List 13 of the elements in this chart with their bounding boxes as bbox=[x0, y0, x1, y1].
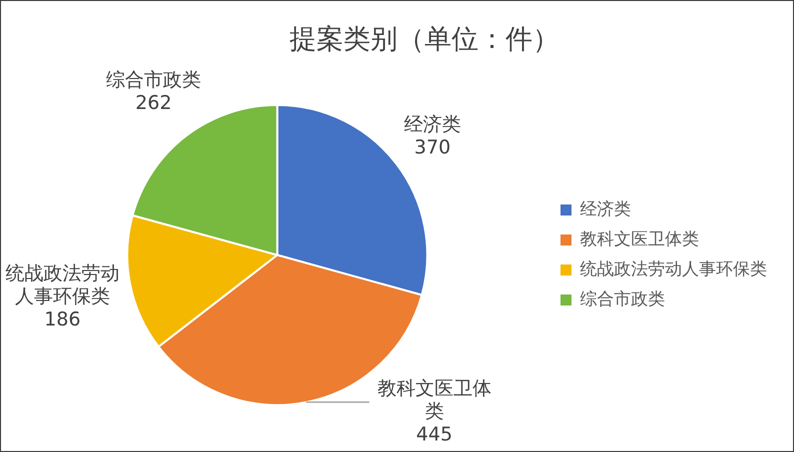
chart-title: 提案类别（单位：件） bbox=[290, 24, 560, 56]
legend-label: 经济类 bbox=[580, 199, 631, 220]
slice-label: 综合市政类 bbox=[106, 69, 202, 92]
data-label: 445 bbox=[416, 423, 452, 446]
data-label: 370 bbox=[414, 136, 451, 158]
legend-label: 统战政法劳动人事环保类 bbox=[580, 259, 767, 280]
legend-label: 综合市政类 bbox=[580, 289, 665, 310]
slice-label: 统战政法劳动人事环保类 bbox=[5, 262, 120, 308]
slice-label: 教科文医卫体类 bbox=[377, 377, 492, 422]
slice-label: 经济类 bbox=[404, 113, 461, 136]
data-label: 262 bbox=[135, 92, 172, 114]
legend-label: 教科文医卫体类 bbox=[580, 229, 699, 250]
data-label: 186 bbox=[44, 308, 81, 330]
